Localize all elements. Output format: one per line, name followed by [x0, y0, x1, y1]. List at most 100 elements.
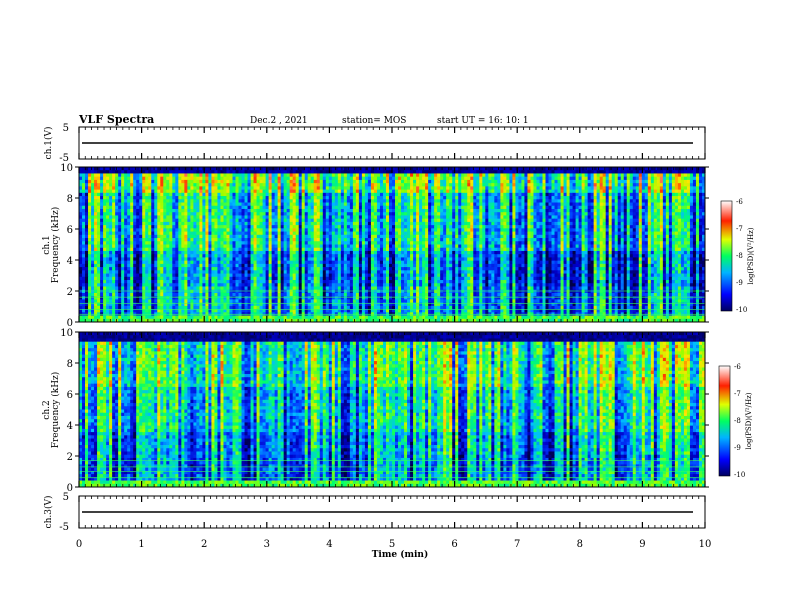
spectrogram-cell: [581, 212, 586, 216]
spectrogram-cell: [467, 205, 471, 210]
spectrogram-cell: [509, 221, 513, 226]
spectrogram-cell: [590, 186, 595, 191]
spectrogram-cell: [626, 234, 631, 239]
spectrogram-cell: [265, 225, 270, 229]
spectrogram-cell: [698, 170, 703, 174]
spectrogram-cell: [521, 189, 525, 194]
spectrogram-cell: [569, 179, 573, 184]
spectrogram-cell: [656, 176, 661, 181]
spectrogram-cell: [106, 215, 110, 220]
spectrogram-cell: [79, 202, 83, 207]
spectrogram-cell: [385, 221, 390, 226]
spectrogram-cell: [160, 205, 164, 210]
spectrogram-cell: [452, 228, 456, 232]
spectrogram-cell: [530, 205, 534, 210]
spectrogram-cell: [620, 176, 625, 181]
spectrogram-cell: [112, 218, 116, 223]
spectrogram-cell: [497, 179, 501, 184]
spectrogram-cell: [202, 176, 206, 181]
spectrogram-cell: [410, 179, 414, 184]
spectrogram-cell: [187, 179, 191, 184]
spectrogram-cell: [373, 218, 378, 223]
spectrogram-cell: [268, 215, 273, 220]
spectrogram-cell: [352, 186, 357, 191]
spectrogram-cell: [578, 218, 583, 223]
spectrogram-cell: [148, 208, 152, 213]
spectrogram-cell: [379, 238, 384, 242]
spectrogram-cell: [262, 205, 266, 210]
spectrogram-cell: [668, 241, 673, 245]
spectrogram-cell: [686, 183, 691, 187]
spectrogram-cell: [416, 221, 420, 226]
spectrogram-cell: [250, 186, 254, 191]
spectrogram-cell: [160, 199, 164, 203]
spectrogram-cell: [205, 212, 209, 216]
spectrogram-cell: [235, 202, 239, 207]
spectrogram-cell: [220, 179, 224, 184]
spectrogram-cell: [256, 215, 260, 220]
spectrogram-cell: [443, 196, 447, 200]
spectrogram-cell: [319, 218, 324, 223]
spectrogram-cell: [259, 202, 263, 207]
spectrogram-cell: [521, 238, 525, 242]
spectrogram-cell: [587, 167, 592, 171]
spectrogram-cell: [148, 192, 152, 197]
spectrogram-cell: [166, 212, 170, 216]
spectrogram-cell: [382, 205, 387, 210]
spectrogram-cell: [623, 225, 628, 229]
spectrogram-cell: [578, 196, 583, 200]
spectrogram-cell: [292, 196, 297, 200]
spectrogram-cell: [217, 238, 221, 242]
spectrogram-cell: [130, 212, 134, 216]
spectrogram-cell: [392, 208, 396, 213]
spectrogram-cell: [515, 218, 519, 223]
spectrogram-cell: [373, 202, 378, 207]
spectrogram-cell: [349, 234, 354, 239]
spectrogram-cell: [82, 231, 86, 236]
spectrogram-cell: [388, 218, 393, 223]
spectrogram-cell: [316, 186, 321, 191]
spectrogram-cell: [157, 218, 161, 223]
spectrogram-cell: [121, 170, 125, 174]
spectrogram-cell: [154, 202, 158, 207]
spectrogram-cell: [491, 199, 495, 203]
spectrogram-cell: [82, 202, 86, 207]
spectrogram-cell: [268, 170, 273, 174]
spectrogram-cell: [599, 202, 604, 207]
spectrogram-cell: [536, 170, 540, 174]
spectrogram-cell: [328, 215, 333, 220]
spectrogram-cell: [238, 202, 242, 207]
spectrogram-cell: [163, 199, 167, 203]
spectrogram-cell: [340, 199, 345, 203]
spectrogram-cell: [647, 167, 652, 171]
spectrogram-cell: [455, 192, 459, 197]
spectrogram-cell: [160, 215, 164, 220]
spectrogram-cell: [301, 205, 306, 210]
spectrogram-cell: [322, 170, 327, 174]
spectrogram-cell: [404, 189, 408, 194]
spectrogram-cell: [199, 234, 203, 239]
spectrogram-cell: [593, 215, 598, 220]
spectrogram-cell: [479, 205, 483, 210]
spectrogram-cell: [292, 221, 297, 226]
spectrogram-cell: [599, 196, 604, 200]
spectrogram-cell: [214, 208, 218, 213]
spectrogram-cell: [241, 221, 245, 226]
spectrogram-cell: [319, 199, 324, 203]
spectrogram-cell: [190, 202, 194, 207]
spectrogram-cell: [398, 234, 402, 239]
spectrogram-cell: [500, 221, 504, 226]
spectrogram-cell: [419, 189, 423, 194]
spectrogram-cell: [376, 176, 381, 181]
spectrogram-cell: [304, 218, 309, 223]
spectrogram-cell: [238, 234, 242, 239]
spectrogram-cell: [602, 183, 607, 187]
spectrogram-cell: [470, 189, 474, 194]
spectrogram-cell: [608, 238, 613, 242]
spectrogram-cell: [364, 170, 369, 174]
spectrogram-cell: [428, 231, 432, 236]
spectrogram-cell: [464, 234, 468, 239]
spectrogram-cell: [569, 234, 573, 239]
spectrogram-cell: [106, 228, 110, 232]
spectrogram-cell: [473, 199, 477, 203]
